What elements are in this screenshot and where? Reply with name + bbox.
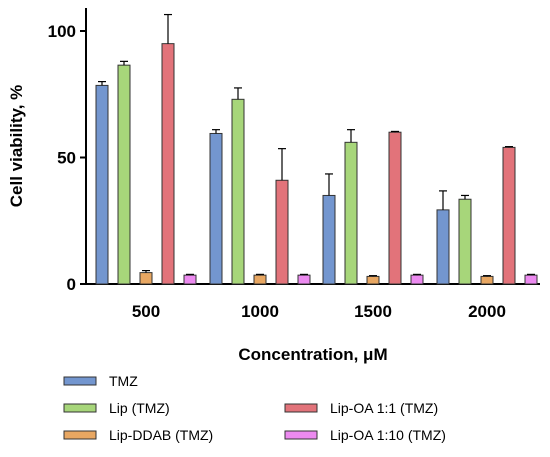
bar xyxy=(458,198,472,285)
legend-label: Lip (TMZ) xyxy=(109,400,170,416)
legend-label: TMZ xyxy=(109,373,138,389)
x-tick-label: 500 xyxy=(132,302,160,321)
bar xyxy=(209,132,223,285)
bar xyxy=(388,131,402,285)
bar xyxy=(322,194,336,285)
bar xyxy=(410,274,424,285)
bar xyxy=(524,274,538,285)
bar xyxy=(253,274,267,285)
bar xyxy=(183,274,197,285)
y-tick-label: 50 xyxy=(57,149,76,168)
chart-axes xyxy=(85,8,540,285)
y-axis-label: Cell viability, % xyxy=(7,85,26,208)
bar xyxy=(139,272,153,285)
bars-group xyxy=(95,13,538,285)
bar xyxy=(95,84,109,285)
bar xyxy=(502,146,516,285)
y-ticks: 0 50 100 xyxy=(48,22,86,294)
legend-swatch xyxy=(63,430,97,440)
legend-swatch xyxy=(63,376,97,386)
bar xyxy=(297,274,311,285)
legend: TMZ Lip (TMZ) Lip-DDAB (TMZ) Lip-OA 1:1 (TM… xyxy=(63,373,446,443)
x-axis-label: Concentration, μM xyxy=(238,345,387,364)
legend-label: Lip-OA 1:1 (TMZ) xyxy=(330,400,438,416)
bar xyxy=(231,98,245,285)
legend-label: Lip-OA 1:10 (TMZ) xyxy=(330,427,446,443)
legend-swatch xyxy=(63,403,97,413)
bar xyxy=(436,209,450,285)
x-tick-label: 1500 xyxy=(354,302,392,321)
bar xyxy=(117,64,131,285)
legend-swatch xyxy=(284,403,318,413)
bar xyxy=(161,43,175,285)
legend-label: Lip-DDAB (TMZ) xyxy=(109,427,213,443)
bar xyxy=(480,275,494,285)
x-tick-labels: 500 1000 1500 2000 xyxy=(132,302,506,321)
x-tick-label: 1000 xyxy=(241,302,279,321)
y-tick-label: 100 xyxy=(48,22,76,41)
bar xyxy=(275,179,289,285)
legend-swatch xyxy=(284,430,318,440)
bar xyxy=(344,141,358,285)
x-tick-label: 2000 xyxy=(468,302,506,321)
y-tick-label: 0 xyxy=(67,275,76,294)
bar xyxy=(366,275,380,285)
